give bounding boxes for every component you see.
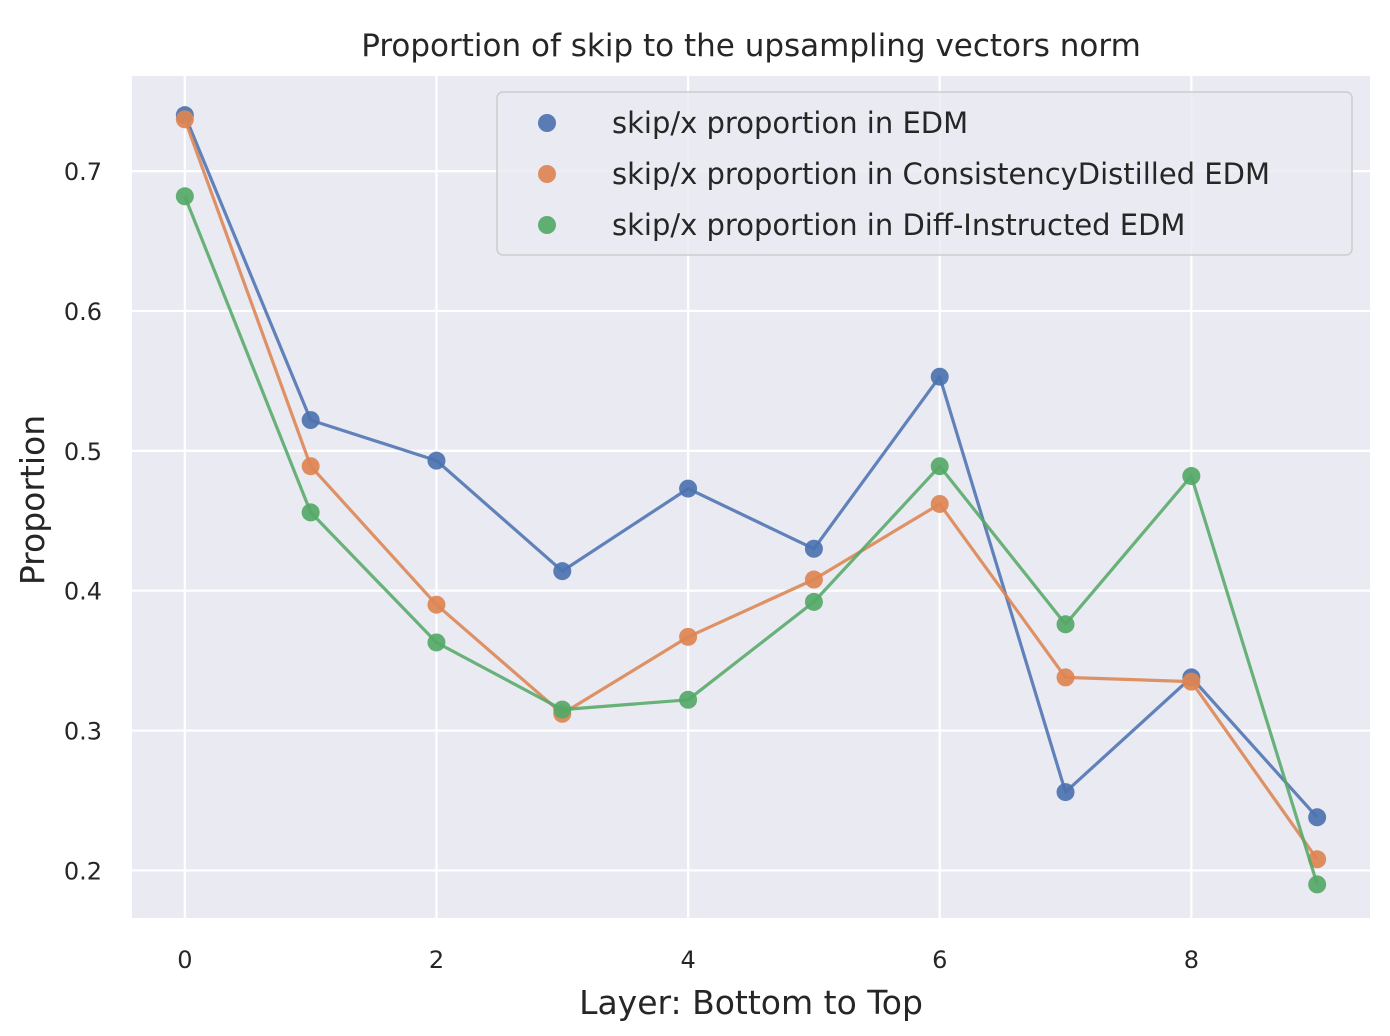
x-tick-label: 8 [1184,946,1199,974]
x-tick-label: 0 [177,946,192,974]
series-layer [175,106,1327,894]
series-line [183,195,1319,885]
x-tick-label: 4 [680,946,695,974]
data-point [804,539,823,558]
data-point [1308,808,1327,827]
y-ticks: 0.2 0.3 0.4 0.5 0.6 0.7 [64,158,102,885]
data-point [301,457,320,476]
data-point [175,187,194,206]
series-line [183,114,1319,819]
data-point [804,570,823,589]
data-point [1182,672,1201,691]
legend-marker [538,216,556,234]
data-point [930,457,949,476]
data-point [427,451,446,470]
y-tick-label: 0.4 [64,578,102,606]
y-tick-label: 0.3 [64,718,102,746]
x-tick-label: 2 [429,946,444,974]
y-tick-label: 0.6 [64,298,102,326]
y-axis-label: Proportion [13,415,52,585]
legend-label: skip/x proportion in Diff-Instructed EDM [612,208,1185,242]
y-tick-label: 0.5 [64,438,102,466]
data-point [553,700,572,719]
data-point [679,627,698,646]
data-point [1308,850,1327,869]
data-point [930,494,949,513]
data-point [301,503,320,522]
data-point [1182,467,1201,486]
legend-label: skip/x proportion in ConsistencyDistille… [612,157,1270,191]
legend-marker [538,165,556,183]
data-point [930,367,949,386]
legend-box [496,91,1353,256]
data-point [301,411,320,430]
x-ticks: 0 2 4 6 8 [177,946,1199,974]
x-tick-label: 6 [932,946,947,974]
data-point [1056,615,1075,634]
legend: skip/x proportion in EDM skip/x proportio… [496,91,1353,256]
data-point [175,110,194,129]
y-tick-label: 0.7 [64,158,102,186]
data-point [679,479,698,498]
series-0 [175,106,1327,827]
legend-marker [538,114,556,132]
data-point [1308,875,1327,894]
data-point [804,592,823,611]
legend-label: skip/x proportion in EDM [612,106,968,140]
chart-title: Proportion of skip to the upsampling vec… [361,28,1141,64]
data-point [553,562,572,581]
series-line [183,118,1319,861]
y-tick-label: 0.2 [64,857,102,885]
data-point [427,595,446,614]
x-axis-label: Layer: Bottom to Top [579,983,923,1022]
data-point [1056,668,1075,687]
data-point [679,690,698,709]
data-point [1056,783,1075,802]
series-2 [175,187,1327,894]
data-point [427,633,446,652]
